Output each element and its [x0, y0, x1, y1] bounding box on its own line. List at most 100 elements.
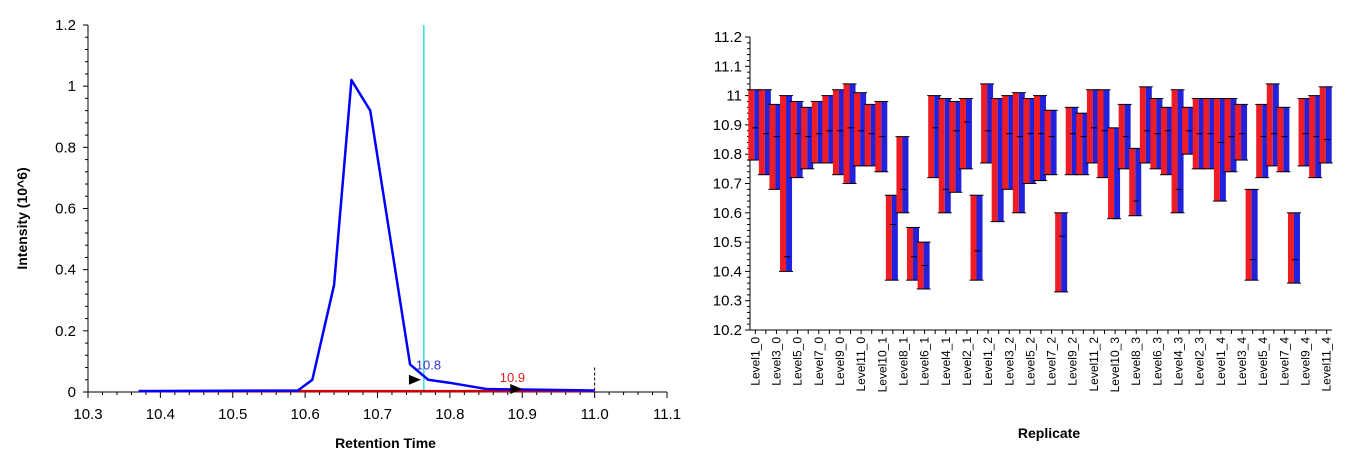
y-tick-label: 0.6	[55, 201, 76, 218]
replicate-label: Level4_1	[939, 337, 953, 386]
replicate-range-chart: 10.2 10.3 10.4 10.5 10.6 10.7 10.8 10.9 11 11.1 11…	[713, 29, 1334, 441]
x-tick-label: 10.7	[363, 406, 392, 423]
peak-annotation-label: 10.9	[500, 370, 525, 385]
range-bar-blue	[860, 92, 867, 166]
range-bar-red	[1129, 148, 1136, 216]
replicate-label: Level4_3	[1172, 337, 1186, 386]
range-bar-blue	[902, 136, 909, 213]
replicate-label: Level6_1	[918, 337, 932, 386]
y-tick-label: 10.2	[713, 322, 742, 339]
y-tick-label: 10.6	[713, 205, 742, 222]
range-bar-red	[832, 89, 839, 175]
replicate-label: Level3_4	[1235, 337, 1249, 386]
y-tick-label: 11	[726, 88, 742, 105]
range-bar-blue	[1145, 86, 1152, 163]
range-bar-red	[780, 95, 787, 272]
replicate-label: Level8_3	[1129, 337, 1143, 386]
range-bar-red	[801, 107, 808, 169]
range-bar-red	[748, 89, 755, 161]
y-tick-label: 0.2	[55, 323, 76, 340]
range-bar-red	[1319, 86, 1326, 163]
range-bar-blue	[1135, 148, 1142, 216]
replicate-label: Level8_1	[896, 337, 910, 386]
range-bar-red	[1287, 212, 1294, 284]
x-tick-label: 10.5	[218, 406, 247, 423]
range-bar-blue	[987, 83, 994, 163]
range-bar-blue	[976, 195, 983, 281]
range-bar-blue	[764, 89, 771, 175]
range-bar-red	[875, 101, 882, 172]
y-tick-label: 10.3	[713, 293, 742, 310]
range-bar-red	[822, 95, 829, 163]
range-bar-blue	[1040, 95, 1046, 181]
y-tick-label: 11.1	[714, 58, 742, 75]
range-bar-blue	[1008, 95, 1015, 190]
y-tick-label: 0.4	[55, 262, 76, 279]
range-bar-blue	[1071, 107, 1078, 175]
y-tick-label: 0	[68, 384, 76, 401]
range-bar-blue	[1251, 189, 1258, 281]
range-bar-blue	[891, 195, 898, 281]
range-bar-red	[1256, 104, 1263, 178]
replicate-label: Level10_3	[1108, 337, 1122, 393]
y-tick-label: 0.8	[55, 139, 76, 156]
replicate-label: Level3_2	[1002, 337, 1016, 386]
range-bar-blue	[1018, 92, 1025, 213]
range-bar-red	[1097, 89, 1104, 178]
range-bar-red	[1150, 98, 1157, 169]
range-bar-red	[1034, 95, 1040, 181]
range-bar-blue	[1061, 212, 1068, 292]
replicate-label: Level2_3	[1193, 337, 1207, 386]
range-bar-red	[864, 104, 871, 166]
range-bar-blue	[1262, 104, 1269, 178]
range-bar-red	[1139, 86, 1146, 163]
replicate-label: Level5_4	[1256, 337, 1270, 386]
range-bar-blue	[1325, 86, 1332, 163]
range-bar-blue	[870, 104, 877, 166]
replicate-label: Level9_4	[1299, 337, 1313, 386]
range-bar-red	[938, 98, 945, 213]
y-tick-label: 1	[68, 78, 76, 95]
range-bar-blue	[796, 101, 803, 178]
y-tick-label: 10.8	[713, 146, 742, 163]
peak-marker	[510, 383, 523, 394]
replicate-label: Level5_0	[791, 337, 805, 386]
range-bar-blue	[828, 95, 835, 163]
range-bar-red	[1065, 107, 1072, 175]
range-bar-blue	[786, 95, 793, 272]
replicate-label: Level9_0	[833, 337, 847, 386]
range-bar-red	[1044, 110, 1051, 175]
y-tick-label: 10.7	[713, 176, 742, 193]
y-tick-label: 11.2	[714, 29, 742, 46]
range-bar-blue	[1029, 98, 1036, 184]
replicate-label: Level5_2	[1023, 337, 1037, 386]
x-tick-label: 11.0	[581, 406, 609, 423]
range-bar-red	[1235, 104, 1242, 161]
range-bar-red	[1182, 107, 1189, 155]
range-bar-blue	[1241, 104, 1248, 161]
x-tick-label: 10.9	[508, 406, 537, 423]
x-axis-title: Retention Time	[335, 435, 436, 451]
y-tick-label: 10.9	[713, 117, 742, 134]
range-bar-blue	[1230, 98, 1237, 172]
x-tick-label: 10.6	[291, 406, 320, 423]
range-bar-blue	[775, 104, 782, 190]
range-bar-red	[1192, 98, 1199, 169]
range-bar-blue	[1092, 89, 1099, 163]
x-tick-label: 10.4	[146, 406, 175, 423]
range-bar-blue	[817, 101, 824, 163]
replicate-label: Level1_2	[981, 337, 995, 386]
range-bar-blue	[1272, 83, 1279, 166]
replicate-label: Level3_0	[769, 337, 783, 386]
range-bar-blue	[1082, 113, 1089, 175]
replicate-label: Level7_2	[1045, 337, 1059, 386]
y-axis-title: Intensity (10^6)	[14, 167, 30, 269]
range-bar-blue	[1177, 89, 1184, 213]
x-tick-label: 10.8	[435, 406, 464, 423]
replicate-label: Level2_1	[960, 337, 974, 386]
replicate-label: Level11_2	[1087, 337, 1101, 392]
range-bar-red	[1023, 98, 1030, 184]
range-bar-red	[970, 195, 977, 281]
peak-annotation-label: 10.8	[416, 358, 441, 373]
